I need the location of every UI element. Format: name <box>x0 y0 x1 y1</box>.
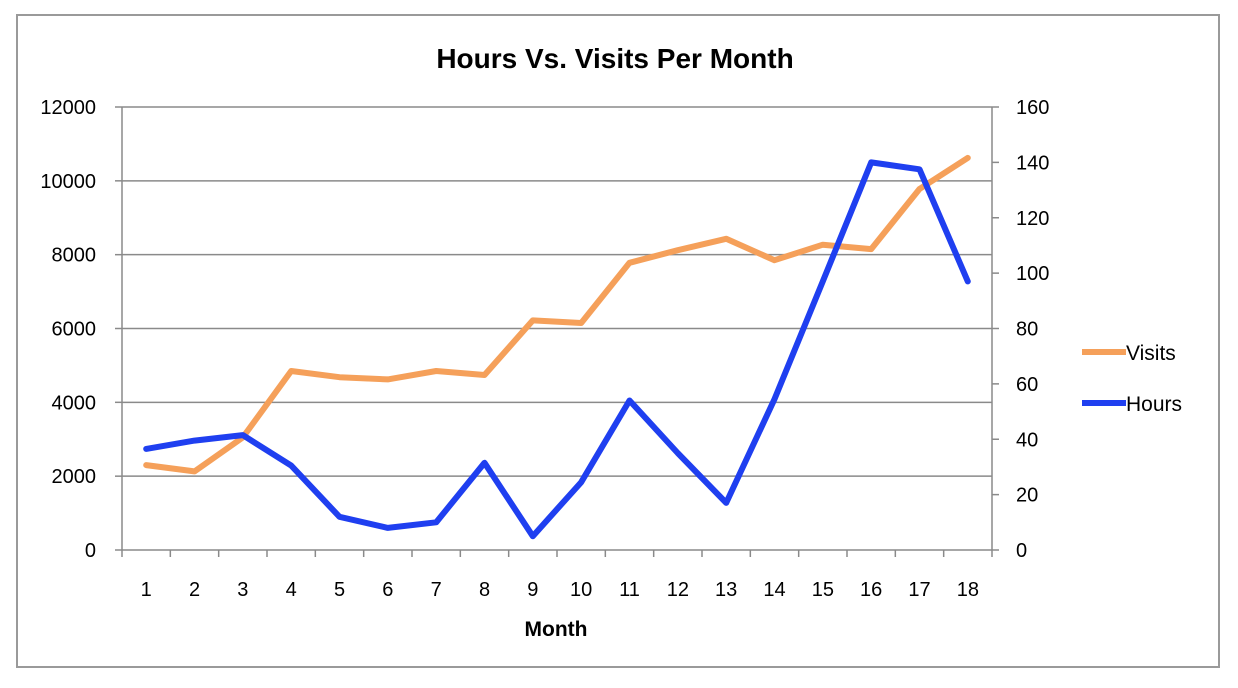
series-line-visits <box>143 154 971 475</box>
y-right-tick-label: 160 <box>1016 97 1049 119</box>
y-left-tick-label: 10000 <box>40 171 96 193</box>
y-left-tick-label: 6000 <box>52 319 97 341</box>
x-tick-label: 18 <box>957 579 979 601</box>
y-right-tick-label: 0 <box>1016 540 1027 562</box>
y-left-tick-label: 0 <box>85 540 96 562</box>
y-right-tick-label: 40 <box>1016 429 1038 451</box>
y-left-tick-label: 8000 <box>52 245 97 267</box>
x-tick-label: 16 <box>860 579 882 601</box>
series-line-hours <box>143 159 971 540</box>
legend: Visits Hours <box>1082 342 1182 416</box>
x-tick-label: 2 <box>189 579 200 601</box>
y-right-tick-label: 140 <box>1016 152 1049 174</box>
x-tick-label: 1 <box>141 579 152 601</box>
y-right-tick-label: 100 <box>1016 263 1049 285</box>
y-right-tick-label: 80 <box>1016 319 1038 341</box>
x-tick-label: 15 <box>812 579 834 601</box>
x-tick-label: 4 <box>286 579 297 601</box>
x-tick-label: 10 <box>570 579 592 601</box>
legend-label-hours: Hours <box>1126 393 1182 416</box>
y-right-tick-label: 20 <box>1016 485 1038 507</box>
y-left-tick-label: 4000 <box>52 392 97 414</box>
y-left-tick-label: 12000 <box>40 97 96 119</box>
x-tick-label: 6 <box>382 579 393 601</box>
chart-frame <box>16 14 1220 668</box>
chart-title: Hours Vs. Visits Per Month <box>436 43 793 74</box>
x-tick-label: 8 <box>479 579 490 601</box>
x-tick-label: 9 <box>527 579 538 601</box>
x-axis-title: Month <box>525 618 588 641</box>
x-tick-label: 13 <box>715 579 737 601</box>
x-tick-label: 14 <box>763 579 785 601</box>
series-lines <box>143 154 971 540</box>
x-tick-label: 3 <box>237 579 248 601</box>
x-tick-label: 7 <box>431 579 442 601</box>
x-tick-label: 12 <box>667 579 689 601</box>
x-tick-label: 17 <box>908 579 930 601</box>
x-tick-label: 11 <box>619 579 640 601</box>
legend-label-visits: Visits <box>1126 342 1176 365</box>
y-right-tick-label: 120 <box>1016 208 1049 230</box>
x-tick-label: 5 <box>334 579 345 601</box>
axes: 0 2000 4000 6000 8000 10000 12000 0 20 40 60 80 100 1… <box>40 97 1049 601</box>
y-right-tick-label: 60 <box>1016 374 1038 396</box>
y-left-tick-label: 2000 <box>52 466 97 488</box>
